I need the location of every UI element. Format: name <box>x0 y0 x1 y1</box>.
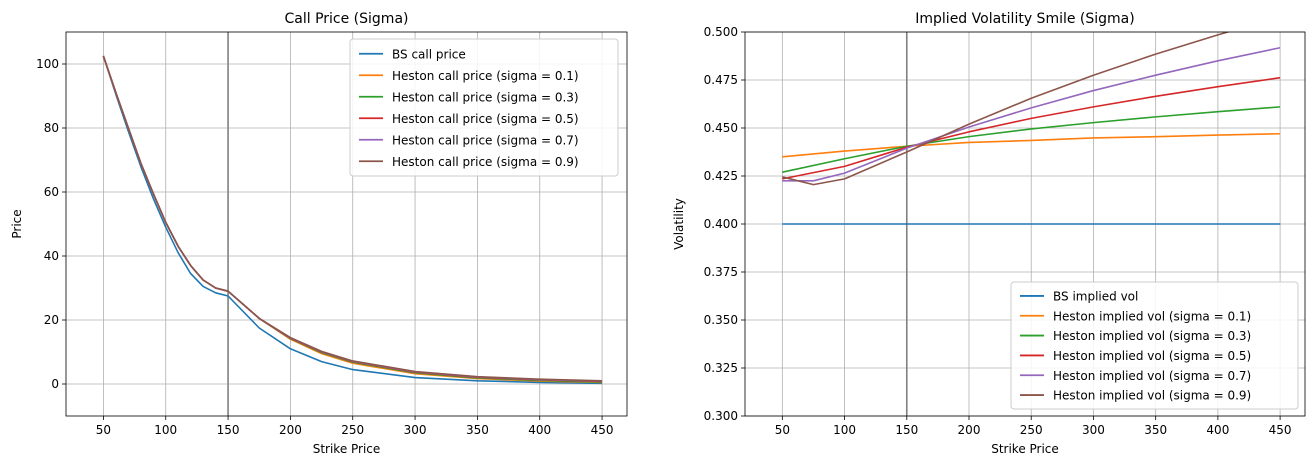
x-tick-label: 350 <box>1144 423 1167 437</box>
x-tick-label: 250 <box>1020 423 1043 437</box>
x-axis: 50 100 150 200 250 300 350 400 450 <box>775 416 1292 437</box>
legend-label: Heston call price (sigma = 0.1) <box>392 69 579 83</box>
legend-label: Heston implied vol (sigma = 0.1) <box>1053 309 1251 323</box>
x-tick-label: 350 <box>466 423 489 437</box>
x-axis: 50 100 150 200 250 300 350 400 450 <box>96 416 614 437</box>
y-tick-label: 20 <box>44 313 59 327</box>
legend-label: Heston implied vol (sigma = 0.3) <box>1053 329 1251 343</box>
legend-item: Heston implied vol (sigma = 0.9) <box>1020 389 1251 403</box>
y-axis-label: Price <box>10 209 24 238</box>
x-tick-label: 400 <box>528 423 551 437</box>
legend-item: Heston call price (sigma = 0.3) <box>359 90 579 104</box>
chart-title: Implied Volatility Smile (Sigma) <box>915 11 1134 27</box>
y-tick-label: 0.350 <box>704 313 738 327</box>
y-axis: 0.300 0.325 0.350 0.375 0.400 0.425 0.450 0.475… <box>704 25 745 423</box>
y-tick-label: 0.450 <box>704 121 738 135</box>
x-tick-label: 50 <box>775 423 790 437</box>
y-axis-label: Volatility <box>672 198 686 250</box>
series-line-6 <box>102 55 603 382</box>
legend-item: BS call price <box>359 47 466 61</box>
legend: BS call price Heston call price (sigma = … <box>349 38 619 177</box>
plot-frame <box>65 31 628 417</box>
legend-label: Heston implied vol (sigma = 0.7) <box>1053 369 1251 383</box>
y-tick-label: 0 <box>51 377 59 391</box>
y-tick-label: 0.300 <box>704 409 738 423</box>
x-tick-label: 450 <box>591 423 614 437</box>
x-tick-label: 150 <box>895 423 918 437</box>
legend-item: Heston implied vol (sigma = 0.3) <box>1020 329 1251 343</box>
y-tick-label: 0.500 <box>704 25 738 39</box>
x-tick-label: 300 <box>404 423 427 437</box>
y-tick-label: 0.375 <box>704 265 738 279</box>
legend-label: Heston call price (sigma = 0.3) <box>392 90 579 104</box>
series-line-6 <box>782 32 1231 186</box>
legend-item: Heston call price (sigma = 0.5) <box>359 112 579 126</box>
x-tick-label: 300 <box>1082 423 1105 437</box>
chart-panel-2: 50 100 150 200 250 300 350 400 450 0.300 0.325 0.35… <box>672 11 1306 456</box>
x-axis-label: Strike Price <box>991 442 1059 456</box>
chart-panel-1: 50 100 150 200 250 300 350 400 450 0 20 40 60 80 100 Ca… <box>10 11 628 456</box>
y-tick-label: 0.325 <box>704 361 738 375</box>
legend-label: BS implied vol <box>1053 289 1138 303</box>
legend-item: Heston call price (sigma = 0.1) <box>359 69 579 83</box>
legend-item: Heston call price (sigma = 0.9) <box>359 155 579 169</box>
x-tick-label: 450 <box>1269 423 1292 437</box>
legend-item: Heston implied vol (sigma = 0.7) <box>1020 369 1251 383</box>
chart-title: Call Price (Sigma) <box>285 11 409 27</box>
y-axis: 0 20 40 60 80 100 <box>36 57 66 391</box>
legend-box <box>1010 281 1299 410</box>
series-lines <box>782 32 1281 225</box>
series-lines <box>102 55 603 385</box>
x-tick-label: 200 <box>958 423 981 437</box>
series-line-4 <box>782 76 1281 180</box>
y-tick-label: 0.400 <box>704 217 738 231</box>
x-tick-label: 50 <box>96 423 111 437</box>
x-axis-label: Strike Price <box>313 442 381 456</box>
x-tick-label: 100 <box>154 423 177 437</box>
legend-label: BS call price <box>392 47 466 61</box>
legend-box <box>349 38 619 177</box>
y-tick-label: 40 <box>44 249 59 263</box>
y-tick-label: 0.475 <box>704 73 738 87</box>
legend-item: Heston implied vol (sigma = 0.1) <box>1020 309 1251 323</box>
legend: BS implied vol Heston implied vol (sigma … <box>1010 281 1299 410</box>
legend-item: BS implied vol <box>1020 289 1138 303</box>
legend-label: Heston call price (sigma = 0.9) <box>392 155 579 169</box>
x-tick-label: 250 <box>341 423 364 437</box>
legend-label: Heston implied vol (sigma = 0.5) <box>1053 349 1251 363</box>
legend-item: Heston call price (sigma = 0.7) <box>359 133 579 147</box>
series-line-1 <box>102 55 603 385</box>
x-tick-label: 150 <box>217 423 240 437</box>
y-tick-label: 100 <box>36 57 59 71</box>
x-tick-label: 200 <box>279 423 302 437</box>
legend-label: Heston call price (sigma = 0.7) <box>392 133 579 147</box>
series-line-5 <box>782 46 1281 182</box>
legend-label: Heston call price (sigma = 0.5) <box>392 112 579 126</box>
y-tick-label: 0.425 <box>704 169 738 183</box>
x-tick-label: 400 <box>1206 423 1229 437</box>
y-tick-label: 80 <box>44 121 59 135</box>
series-line-3 <box>782 106 1281 173</box>
y-tick-label: 60 <box>44 185 59 199</box>
x-tick-label: 100 <box>833 423 856 437</box>
series-line-2 <box>782 132 1281 158</box>
legend-label: Heston implied vol (sigma = 0.9) <box>1053 389 1251 403</box>
legend-item: Heston implied vol (sigma = 0.5) <box>1020 349 1251 363</box>
